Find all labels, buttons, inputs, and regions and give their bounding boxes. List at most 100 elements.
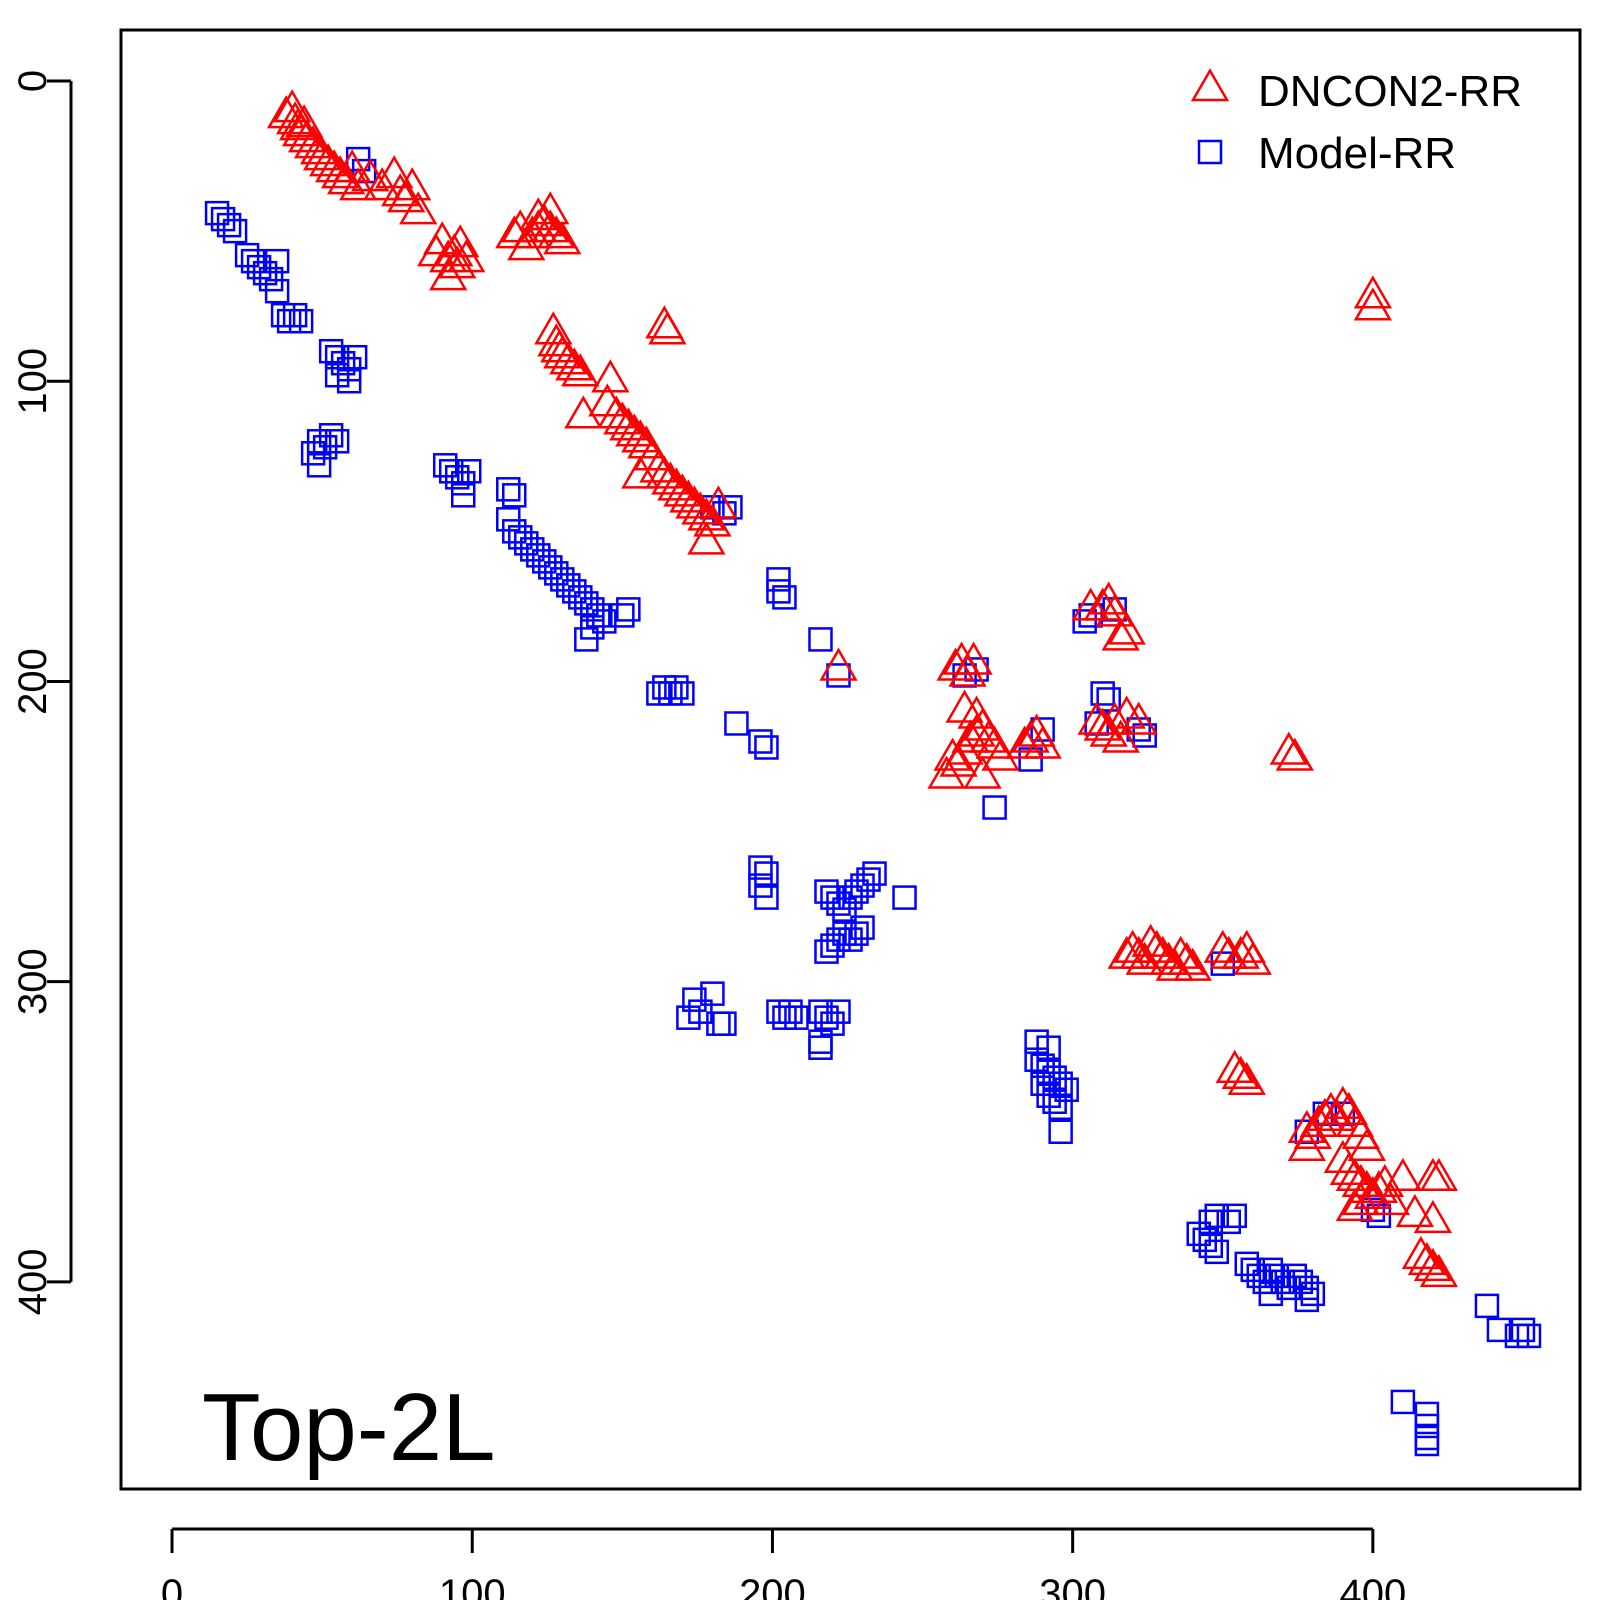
point-triangle [639,449,678,483]
point-square [1048,1095,1073,1120]
point-triangle [963,755,1002,789]
point-square [616,597,641,622]
point-square [748,855,773,880]
point-triangle [597,395,636,429]
point-square [574,627,599,652]
point-triangle [1275,737,1314,771]
point-square [826,999,851,1024]
data-points [204,89,1542,1457]
point-square [1096,687,1121,712]
point-square [502,483,527,508]
point-square [288,308,314,334]
point-square [1198,1233,1223,1259]
point-square [1510,1317,1536,1343]
point-triangle [1221,1055,1260,1089]
point-triangle [1119,935,1158,969]
point-triangle [1107,695,1146,729]
point-square [456,459,482,484]
point-triangle [561,353,600,387]
point-triangle [1215,1049,1254,1083]
point-triangle [531,209,570,243]
point-triangle [399,191,438,225]
point-triangle [1011,719,1050,753]
x-tick-label: 100 [439,1572,506,1600]
point-triangle [519,197,558,231]
point-triangle [945,689,984,723]
point-square [342,344,368,370]
point-square [1300,1281,1326,1307]
point-triangle [603,401,642,435]
point-square [1204,1239,1230,1265]
point-triangle [1383,1157,1423,1192]
point-square [778,999,803,1024]
point-square [1414,1431,1440,1457]
point-triangle [1413,1157,1453,1192]
point-square [282,302,308,328]
point-triangle [266,95,306,129]
point-square [216,212,242,238]
y-tick-label: 200 [11,648,55,715]
point-triangle [675,485,714,519]
point-triangle [1113,929,1152,963]
y-tick-label: 400 [11,1248,55,1315]
point-square [1126,717,1151,742]
point-triangle [1107,611,1146,645]
point-triangle [1125,941,1164,975]
point-triangle [1335,1187,1375,1222]
point-triangle [669,479,708,513]
point-square [1474,1293,1500,1319]
point-triangle [936,647,975,681]
point-square [772,585,797,610]
point-triangle [1161,935,1200,969]
point-triangle [441,224,480,258]
point-triangle [1221,935,1260,969]
point-triangle [281,113,321,147]
point-square [808,1035,833,1060]
point-square [450,483,476,508]
point-triangle [1347,1127,1387,1162]
point-triangle [543,221,582,255]
point-triangle [1371,1181,1411,1216]
point-triangle [381,173,420,207]
point-triangle [555,347,594,381]
point-triangle [615,413,654,447]
point-triangle [651,461,690,495]
legend: DNCON2-RR Model-RR [1190,67,1522,178]
point-triangle [447,239,486,273]
point-square [808,627,833,652]
point-triangle [543,335,582,369]
point-square [850,915,875,940]
chart-annotation: Top-2L [202,1374,496,1481]
point-square [748,729,773,754]
point-triangle [1401,1235,1441,1270]
point-square [1030,1071,1055,1096]
y-tick-label: 100 [11,348,55,415]
point-triangle [1353,287,1393,321]
point-triangle [1353,1175,1393,1210]
series-Model-RR [204,146,1542,1457]
point-triangle [287,119,327,153]
point-triangle [1323,1085,1363,1119]
point-triangle [564,395,603,429]
point-square [318,423,344,448]
point-triangle [954,641,993,675]
point-square [1078,603,1103,628]
point-square [844,921,869,946]
point-triangle [1341,1181,1381,1216]
point-triangle [1269,731,1308,765]
point-square [306,453,332,478]
legend-marker-square [1197,139,1223,165]
point-triangle [621,455,660,489]
point-square [264,248,290,274]
point-triangle [302,137,342,171]
point-square [892,885,917,910]
point-triangle [429,257,468,291]
plot-frame [119,28,1582,1491]
point-square [264,278,290,304]
point-square [664,675,689,700]
point-triangle [1413,1199,1453,1234]
point-triangle [363,167,402,201]
point-square [1036,1035,1061,1060]
point-triangle [1203,929,1242,963]
